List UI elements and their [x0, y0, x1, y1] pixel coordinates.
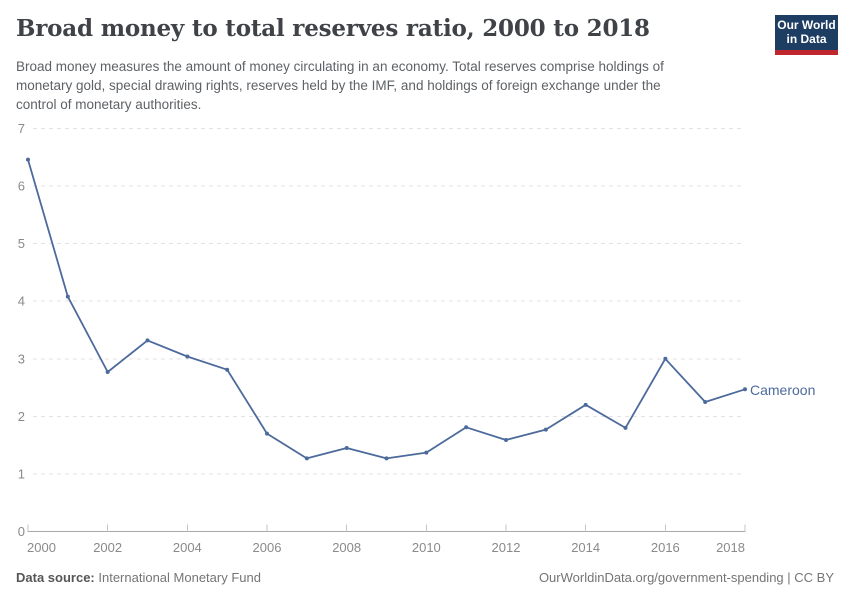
data-point	[26, 157, 30, 162]
data-point	[504, 437, 508, 442]
data-source-label: Data source:	[16, 570, 95, 585]
y-axis-label: 4	[18, 294, 25, 309]
x-axis-label: 2000	[27, 540, 56, 555]
page-title: Broad money to total reserves ratio, 200…	[16, 15, 650, 42]
owid-logo-text: Our World in Data	[775, 15, 838, 50]
data-point	[185, 354, 190, 359]
data-point	[105, 370, 110, 375]
x-axis-label: 2004	[173, 540, 202, 555]
y-axis-label: 3	[18, 351, 25, 366]
y-axis-label: 0	[18, 524, 25, 539]
data-point	[424, 450, 429, 455]
owid-logo-line1: Our World	[777, 18, 836, 32]
data-point	[543, 427, 548, 432]
x-axis-label: 2016	[651, 540, 680, 555]
owid-logo[interactable]: Our World in Data	[775, 15, 838, 55]
data-point	[464, 425, 469, 430]
x-axis-label: 2018	[716, 540, 745, 555]
data-point	[663, 356, 668, 361]
y-axis-label: 2	[18, 409, 25, 424]
subtitle-line: Broad money measures the amount of money…	[16, 59, 664, 74]
y-axis-label: 5	[18, 236, 25, 251]
x-axis-label: 2014	[571, 540, 600, 555]
data-point	[344, 446, 349, 451]
y-axis-label: 7	[18, 121, 25, 136]
data-point	[703, 399, 708, 404]
owid-logo-line2: in Data	[786, 32, 827, 46]
subtitle-line: monetary gold, special drawing rights, r…	[16, 78, 661, 93]
y-axis-label: 6	[18, 179, 25, 194]
x-axis-label: 2002	[93, 540, 122, 555]
data-point	[583, 402, 588, 407]
data-point	[384, 456, 389, 461]
data-point	[743, 387, 747, 392]
attribution-link[interactable]: OurWorldinData.org/government-spending |…	[538, 570, 834, 585]
x-axis-label: 2010	[412, 540, 441, 555]
page-subtitle: Broad money measures the amount of money…	[16, 57, 664, 114]
y-axis-label: 1	[18, 466, 25, 481]
data-point	[304, 456, 309, 461]
data-point	[623, 425, 628, 430]
data-source-value: International Monetary Fund	[98, 570, 261, 585]
data-line	[27, 158, 746, 460]
data-source-note: Data source: International Monetary Fund	[16, 570, 261, 585]
subtitle-line: control of monetary authorities.	[16, 97, 202, 112]
x-axis-label: 2008	[332, 540, 361, 555]
data-point	[65, 294, 70, 299]
data-point	[225, 367, 230, 372]
x-axis-label: 2006	[253, 540, 282, 555]
series-label-cameroon[interactable]: Cameroon	[750, 382, 816, 398]
data-point	[265, 431, 269, 436]
data-point	[145, 338, 150, 343]
owid-logo-red-bar	[775, 50, 838, 55]
x-axis-label: 2012	[492, 540, 521, 555]
